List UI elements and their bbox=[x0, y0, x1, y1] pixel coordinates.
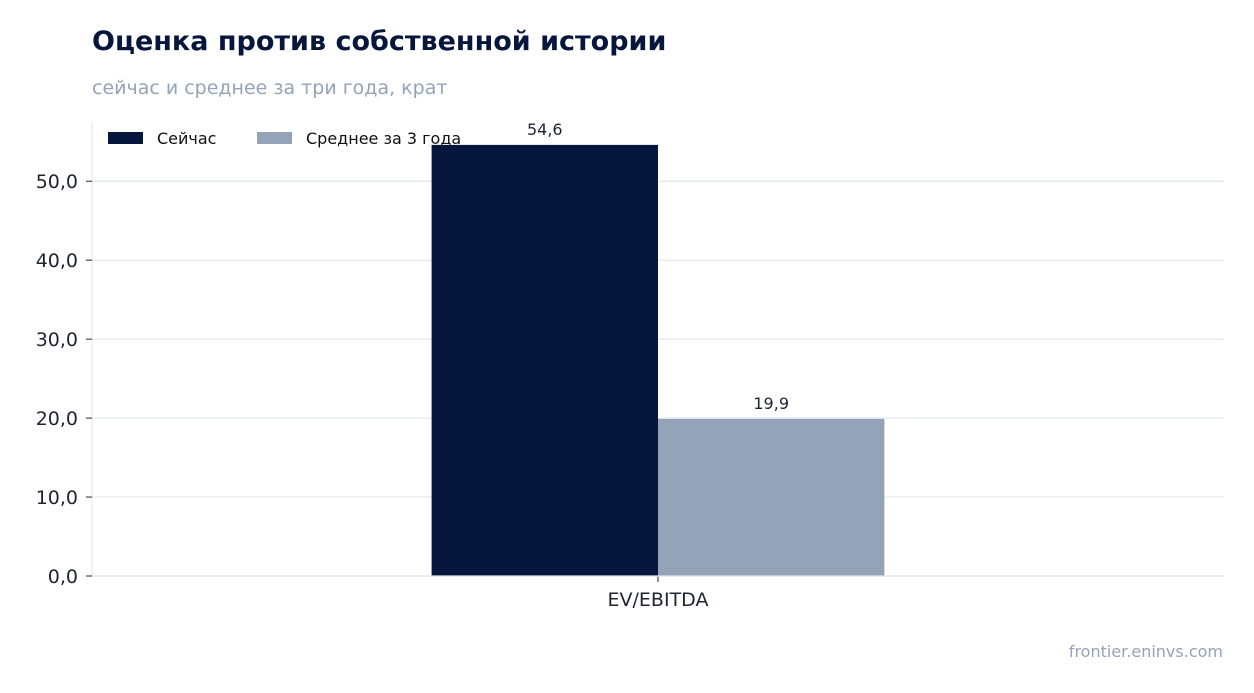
y-tick-label: 50,0 bbox=[36, 171, 78, 193]
source-credit: frontier.eninvs.com bbox=[1068, 642, 1223, 661]
y-tick-label: 0,0 bbox=[48, 566, 78, 588]
legend: Сейчас Среднее за 3 года bbox=[108, 129, 461, 148]
bars: 54,6 19,9 bbox=[431, 120, 885, 576]
legend-label-current: Сейчас bbox=[157, 129, 216, 148]
y-tick-label: 40,0 bbox=[36, 250, 78, 272]
chart-title: Оценка против собственной истории bbox=[92, 26, 667, 57]
x-tick-label: EV/EBITDA bbox=[608, 589, 709, 611]
y-tick-label: 20,0 bbox=[36, 408, 78, 430]
chart-subtitle: сейчас и среднее за три года, крат bbox=[92, 77, 448, 99]
y-tick-label: 10,0 bbox=[36, 487, 78, 509]
bar-average bbox=[658, 418, 885, 576]
legend-swatch-current bbox=[108, 132, 143, 144]
bar-current bbox=[431, 144, 658, 576]
x-axis: EV/EBITDA bbox=[92, 575, 1224, 611]
data-label: 54,6 bbox=[527, 120, 563, 139]
y-axis: 0,0 10,0 20,0 30,0 40,0 50,0 bbox=[36, 122, 93, 588]
data-label: 19,9 bbox=[753, 394, 789, 413]
legend-label-average: Среднее за 3 года bbox=[306, 129, 461, 148]
y-tick-label: 30,0 bbox=[36, 329, 78, 351]
legend-swatch-average bbox=[257, 132, 292, 144]
